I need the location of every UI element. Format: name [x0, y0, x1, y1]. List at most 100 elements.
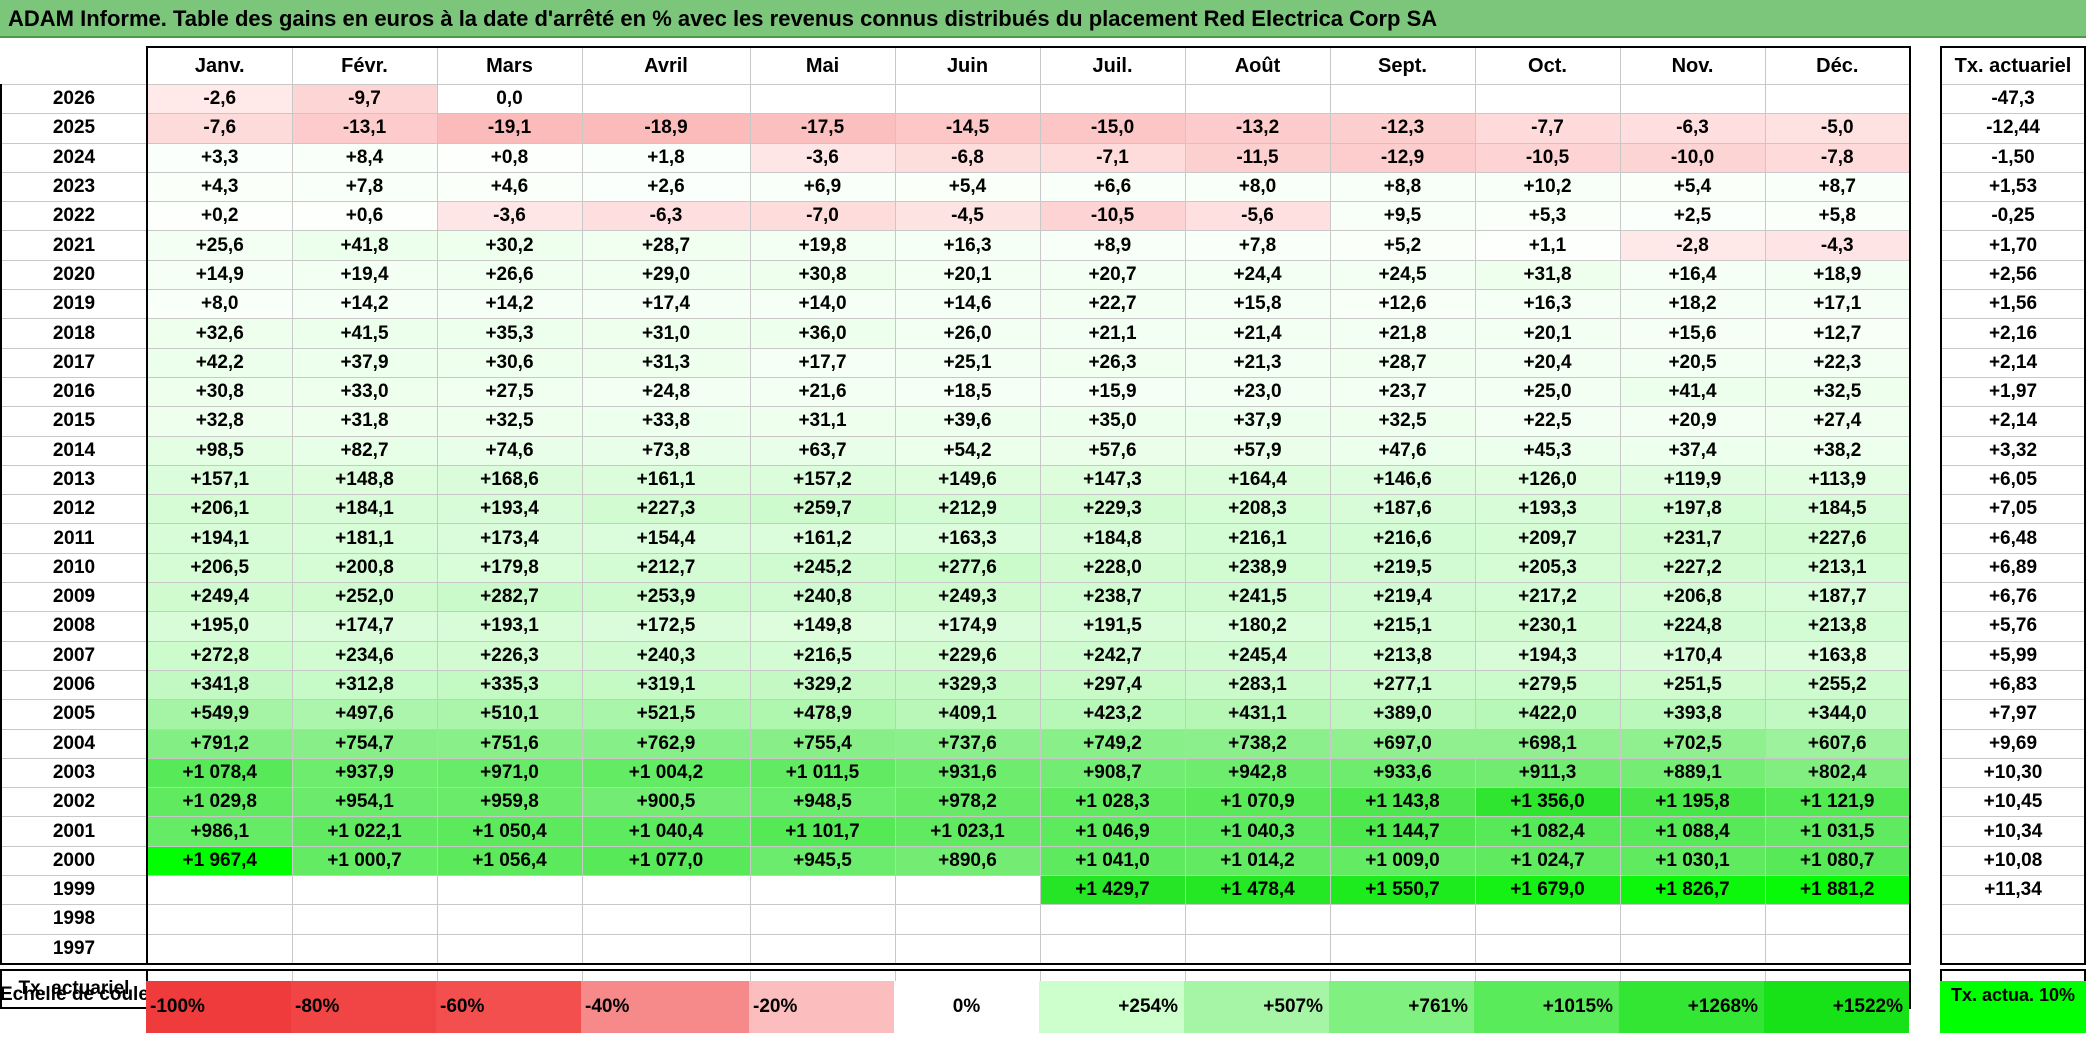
gain-cell — [436, 904, 583, 935]
gain-cell — [1474, 933, 1621, 965]
gain-cell: +889,1 — [1619, 757, 1766, 789]
table-row: 2025 -7,6 -13,1 -19,1 -18,9 -17,5 -14,5 -15,0 -1… — [0, 113, 1911, 144]
year-cell: 2003 — [0, 757, 148, 789]
gain-cell: +911,3 — [1474, 757, 1621, 789]
side-row: +6,76 — [1940, 582, 2086, 613]
gain-cell: +20,5 — [1619, 347, 1766, 378]
gain-cell: +4,6 — [436, 171, 583, 203]
year-cell: 2016 — [0, 376, 148, 408]
gain-cell: +32,5 — [1329, 406, 1476, 437]
scale-swatch: -40% — [581, 981, 749, 1033]
side-row: +10,45 — [1940, 787, 2086, 818]
gain-cell: +17,1 — [1764, 289, 1911, 320]
gain-cell: +422,0 — [1474, 699, 1621, 730]
side-row: +3,32 — [1940, 435, 2086, 466]
actuarial-rate-cell: +10,08 — [1940, 845, 2086, 877]
side-row: +1,97 — [1940, 376, 2086, 408]
gain-cell: -13,2 — [1184, 113, 1331, 144]
gain-cell: +98,5 — [146, 435, 293, 466]
gain-cell — [894, 904, 1041, 935]
gain-cell: +23,0 — [1184, 376, 1331, 408]
gain-cell: +184,8 — [1039, 523, 1186, 554]
year-cell: 2010 — [0, 552, 148, 584]
gain-cell: +1 550,7 — [1329, 875, 1476, 906]
gain-cell: +148,8 — [291, 464, 438, 496]
gain-cell: +344,0 — [1764, 699, 1911, 730]
side-row: +5,99 — [1940, 640, 2086, 671]
gain-cell: +195,0 — [146, 611, 293, 642]
gain-cell: +1 011,5 — [749, 757, 896, 789]
gain-cell: -5,0 — [1764, 113, 1911, 144]
year-cell: 2005 — [0, 699, 148, 730]
gain-cell: +8,0 — [146, 289, 293, 320]
side-row: +1,53 — [1940, 171, 2086, 203]
table-row: 2018 +32,6 +41,5 +35,3 +31,0 +36,0 +26,0 +21,1 +… — [0, 318, 1911, 349]
gain-cell: +191,5 — [1039, 611, 1186, 642]
scale-swatch: +1015% — [1474, 981, 1619, 1033]
gain-cell: +32,6 — [146, 318, 293, 349]
gain-cell: -3,6 — [436, 201, 583, 232]
side-row: +1,56 — [1940, 289, 2086, 320]
gain-cell: +21,3 — [1184, 347, 1331, 378]
gain-cell — [146, 904, 293, 935]
gain-cell: +30,8 — [146, 376, 293, 408]
gain-cell — [749, 83, 896, 115]
gain-cell: +389,0 — [1329, 699, 1476, 730]
gain-cell: +26,3 — [1039, 347, 1186, 378]
gain-cell: +1 024,7 — [1474, 845, 1621, 877]
gain-cell — [146, 933, 293, 965]
gain-cell: +1 429,7 — [1039, 875, 1186, 906]
gain-cell: +63,7 — [749, 435, 896, 466]
actuarial-rate-cell: +3,32 — [1940, 435, 2086, 466]
gain-cell: +25,0 — [1474, 376, 1621, 408]
gain-cell — [146, 875, 293, 906]
gain-cell: -17,5 — [749, 113, 896, 144]
gain-cell: +19,4 — [291, 259, 438, 291]
table-row: 2001 +986,1 +1 022,1 +1 050,4 +1 040,4 +1 101… — [0, 816, 1911, 847]
gain-cell: +245,4 — [1184, 640, 1331, 671]
gain-cell: +1 004,2 — [581, 757, 751, 789]
month-header: Sept. — [1329, 46, 1476, 85]
gain-cell: +14,2 — [291, 289, 438, 320]
gain-cell: +272,8 — [146, 640, 293, 671]
gain-cell: +1 022,1 — [291, 816, 438, 847]
actuarial-rate-table: Tx. actuariel -47,3 -12,44 -1,50 +1,53 -0,25 +… — [1940, 46, 2086, 1009]
scale-swatch: +761% — [1329, 981, 1474, 1033]
year-cell: 2014 — [0, 435, 148, 466]
side-row: +2,16 — [1940, 318, 2086, 349]
table-row: 2024 +3,3 +8,4 +0,8 +1,8 -3,6 -6,8 -7,1 -11,5 -12… — [0, 142, 1911, 173]
gain-cell: +478,9 — [749, 699, 896, 730]
gain-cell: +521,5 — [581, 699, 751, 730]
table-row: 2012 +206,1 +184,1 +193,4 +227,3 +259,7 +212,9… — [0, 494, 1911, 525]
table-row: 2006 +341,8 +312,8 +335,3 +319,1 +329,2 +329,3… — [0, 669, 1911, 701]
gain-cell: +23,7 — [1329, 376, 1476, 408]
side-scale-swatch: Tx. actua. 10% — [1940, 981, 2086, 1033]
gain-cell: +1 014,2 — [1184, 845, 1331, 877]
gain-cell: +3,3 — [146, 142, 293, 173]
gain-cell: +228,0 — [1039, 552, 1186, 584]
gain-cell: +319,1 — [581, 669, 751, 701]
actuarial-rate-cell: +2,56 — [1940, 259, 2086, 291]
gain-cell: +1 050,4 — [436, 816, 583, 847]
gain-cell: +164,4 — [1184, 464, 1331, 496]
gain-cell: +1 040,3 — [1184, 816, 1331, 847]
gain-cell: +15,6 — [1619, 318, 1766, 349]
gain-cell: +21,6 — [749, 376, 896, 408]
gain-cell: +8,4 — [291, 142, 438, 173]
table-row: 2022 +0,2 +0,6 -3,6 -6,3 -7,0 -4,5 -10,5 -5,6 +9,… — [0, 201, 1911, 232]
gain-cell: +193,3 — [1474, 494, 1621, 525]
gain-cell: +157,1 — [146, 464, 293, 496]
gain-cell: +227,3 — [581, 494, 751, 525]
gain-cell: +978,2 — [894, 787, 1041, 818]
header-row: Janv. Févr. Mars Avril Mai Juin Juil. Août Sept.… — [1, 46, 1911, 85]
side-row: +10,08 — [1940, 845, 2086, 877]
actuarial-rate-cell: -1,50 — [1940, 142, 2086, 173]
gain-cell: +1 000,7 — [291, 845, 438, 877]
actuarial-rate-cell: +7,97 — [1940, 699, 2086, 730]
gain-cell: +20,1 — [894, 259, 1041, 291]
gain-cell: +21,4 — [1184, 318, 1331, 349]
gain-cell: +423,2 — [1039, 699, 1186, 730]
gain-cell — [894, 875, 1041, 906]
gain-cell: +698,1 — [1474, 728, 1621, 759]
gain-cell: +230,1 — [1474, 611, 1621, 642]
